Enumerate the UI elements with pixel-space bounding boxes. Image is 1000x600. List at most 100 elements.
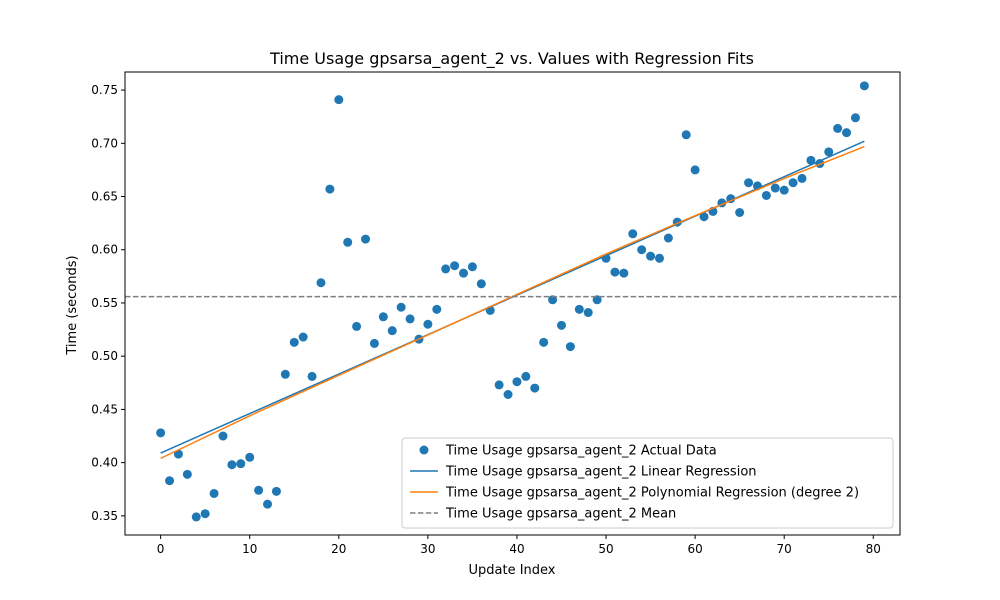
legend-label: Time Usage gpsarsa_agent_2 Polynomial Re…: [445, 486, 859, 501]
y-tick-label: 0.75: [91, 83, 118, 97]
data-point: [556, 320, 566, 330]
data-point: [378, 312, 388, 322]
data-point: [494, 380, 504, 390]
data-point: [833, 123, 843, 133]
data-point: [859, 81, 869, 91]
data-point: [503, 390, 513, 400]
x-tick-label: 0: [157, 542, 165, 556]
data-point: [405, 314, 415, 324]
x-tick-label: 70: [777, 542, 792, 556]
data-point: [254, 485, 264, 495]
x-tick-label: 60: [687, 542, 702, 556]
x-tick-label: 80: [866, 542, 881, 556]
data-point: [432, 304, 442, 314]
data-point: [788, 178, 798, 188]
plot-frame: [124, 71, 901, 536]
y-tick-label: 0.65: [91, 190, 118, 204]
data-point: [654, 253, 664, 263]
plot-series: [125, 81, 900, 522]
legend-label: Time Usage gpsarsa_agent_2 Linear Regres…: [445, 465, 757, 480]
chart-title: Time Usage gpsarsa_agent_2 vs. Values wi…: [269, 49, 754, 69]
data-point: [476, 279, 486, 289]
y-tick-label: 0.45: [91, 402, 118, 416]
data-point: [663, 233, 673, 243]
data-point: [512, 377, 522, 387]
plot-area: [125, 81, 900, 522]
data-point: [245, 452, 255, 462]
polynomial-regression-line: [160, 145, 865, 460]
y-tick-label: 0.55: [91, 296, 118, 310]
x-tick-label: 30: [420, 542, 435, 556]
data-point: [361, 234, 371, 244]
y-tick-label: 0.40: [91, 456, 118, 470]
data-point: [761, 190, 771, 200]
x-axis-label: Update Index: [468, 563, 555, 578]
data-point: [200, 509, 210, 519]
x-tick-label: 20: [331, 542, 346, 556]
data-point: [850, 113, 860, 123]
data-point: [592, 295, 602, 305]
y-tick-label: 0.70: [91, 136, 118, 150]
legend-label: Time Usage gpsarsa_agent_2 Mean: [445, 507, 676, 522]
data-point: [343, 237, 353, 247]
y-axis-label: Time (seconds): [65, 255, 80, 355]
data-point: [218, 431, 228, 441]
data-point: [610, 267, 620, 277]
data-point: [681, 130, 691, 140]
legend: Time Usage gpsarsa_agent_2 Actual Data Ti…: [401, 437, 894, 529]
data-point: [521, 371, 531, 381]
data-point: [548, 295, 558, 305]
legend-label: Time Usage gpsarsa_agent_2 Actual Data: [445, 444, 717, 459]
data-point: [263, 499, 273, 509]
data-point: [574, 304, 584, 314]
axes: 0 10 20 30 40 50 60 70 80 0.35 0.40 0.45 0.50 0.55 0.6…: [91, 71, 901, 556]
y-tick-label: 0.35: [91, 509, 118, 523]
data-point: [583, 308, 593, 318]
data-point: [779, 185, 789, 195]
data-point: [806, 155, 816, 165]
data-point: [628, 229, 638, 239]
data-point: [770, 183, 780, 193]
data-point: [352, 321, 362, 331]
data-point: [459, 268, 469, 278]
data-point: [298, 332, 308, 342]
data-point: [467, 262, 477, 272]
data-point: [165, 476, 175, 486]
data-point: [236, 459, 246, 469]
data-point: [797, 173, 807, 183]
legend-box: [401, 437, 894, 529]
data-point: [646, 251, 656, 261]
y-tick-label: 0.50: [91, 349, 118, 363]
data-point: [209, 488, 219, 498]
data-point: [530, 383, 540, 393]
data-point: [842, 128, 852, 138]
data-point: [735, 207, 745, 217]
x-tick-label: 10: [242, 542, 257, 556]
data-point: [316, 278, 326, 288]
data-point: [369, 338, 379, 348]
legend-marker-actual: [419, 445, 429, 455]
data-point: [450, 261, 460, 271]
data-point: [637, 245, 647, 255]
data-point: [271, 486, 281, 496]
data-point: [334, 95, 344, 105]
data-point: [441, 264, 451, 274]
data-point: [824, 147, 834, 157]
data-point: [387, 326, 397, 336]
x-tick-label: 50: [598, 542, 613, 556]
y-tick-label: 0.60: [91, 243, 118, 257]
scatter-points: [156, 81, 869, 522]
data-point: [690, 165, 700, 175]
data-point: [307, 371, 317, 381]
data-point: [156, 428, 166, 438]
data-point: [619, 268, 629, 278]
data-point: [565, 342, 575, 352]
data-point: [539, 337, 549, 347]
data-point: [191, 512, 201, 522]
data-point: [182, 469, 192, 479]
data-point: [227, 460, 237, 470]
x-tick-label: 40: [509, 542, 524, 556]
data-point: [699, 212, 709, 222]
data-point: [325, 184, 335, 194]
